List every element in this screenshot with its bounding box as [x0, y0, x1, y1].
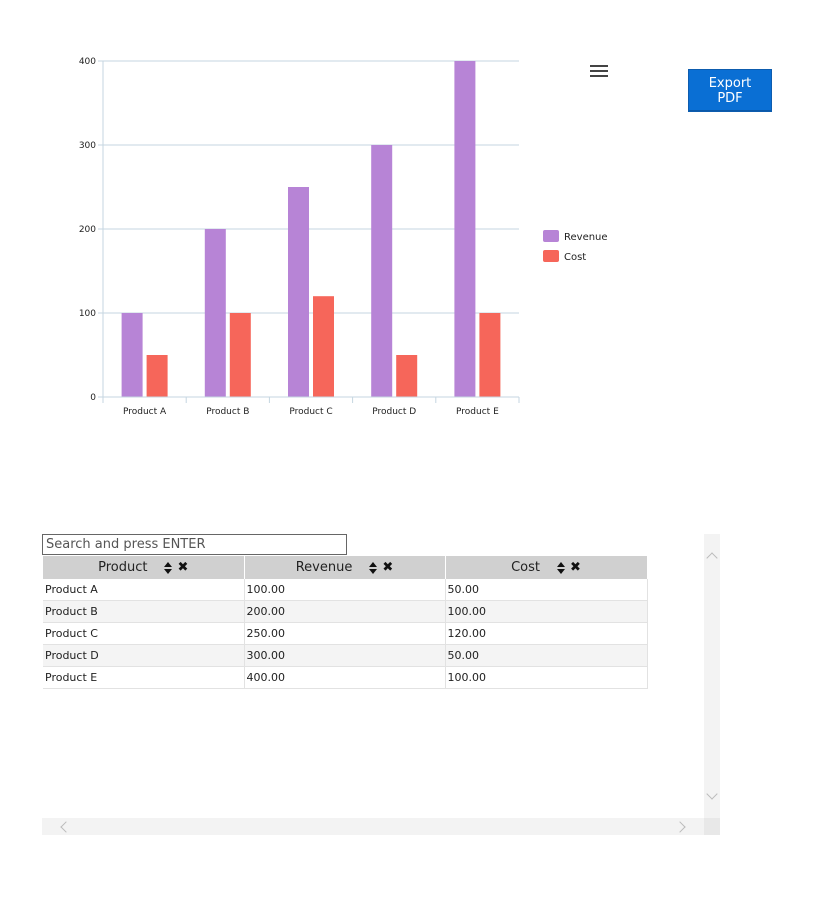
column-label-cost: Cost	[511, 560, 540, 575]
export-pdf-label: Export PDF	[708, 75, 752, 106]
cell-product: Product E	[43, 666, 245, 689]
y-tick-label: 0	[90, 393, 96, 403]
table-row[interactable]: Product B 200.00 100.00	[43, 600, 648, 623]
y-tick-label: 400	[79, 57, 96, 67]
x-tick-label: Product D	[372, 407, 416, 417]
cell-cost: 100.00	[445, 600, 648, 623]
cell-cost: 50.00	[445, 579, 648, 601]
cell-revenue: 200.00	[244, 600, 446, 623]
table-row[interactable]: Product E 400.00 100.00	[43, 666, 648, 689]
bar-revenue-product-c	[288, 187, 309, 397]
horizontal-scrollbar[interactable]	[42, 818, 704, 835]
data-table: Product ✖ Revenue ✖ Cost	[43, 556, 648, 689]
table-row[interactable]: Product C 250.00 120.00	[43, 622, 648, 645]
table-row[interactable]: Product A 100.00 50.00	[43, 579, 648, 601]
bar-cost-product-e	[479, 313, 501, 397]
table-row[interactable]: Product D 300.00 50.00	[43, 644, 648, 667]
cell-revenue: 100.00	[244, 579, 446, 601]
close-icon[interactable]: ✖	[570, 559, 581, 575]
chevron-left-icon[interactable]	[60, 821, 72, 833]
vertical-scrollbar[interactable]	[704, 534, 720, 818]
cell-revenue: 300.00	[244, 644, 446, 667]
column-header-product[interactable]: Product ✖	[43, 556, 245, 579]
column-header-cost[interactable]: Cost ✖	[445, 556, 648, 579]
cell-cost: 100.00	[445, 666, 648, 689]
export-pdf-button[interactable]: Export PDF	[688, 69, 772, 112]
sort-icon[interactable]	[368, 561, 378, 575]
bar-cost-product-b	[229, 313, 251, 397]
cell-product: Product D	[43, 644, 245, 667]
y-tick-label: 100	[79, 309, 96, 319]
chevron-right-icon[interactable]	[674, 821, 686, 833]
x-tick-label: Product B	[206, 407, 249, 417]
bar-cost-product-a	[146, 355, 168, 397]
search-input[interactable]	[42, 534, 347, 555]
table-header-row: Product ✖ Revenue ✖ Cost	[43, 556, 648, 579]
cell-product: Product B	[43, 600, 245, 623]
x-tick-label: Product E	[456, 407, 499, 417]
cell-revenue: 400.00	[244, 666, 446, 689]
chevron-up-icon[interactable]	[706, 552, 718, 564]
bar-revenue-product-b	[204, 229, 226, 397]
cell-product: Product A	[43, 579, 245, 601]
bar-revenue-product-a	[121, 313, 143, 397]
close-icon[interactable]: ✖	[177, 559, 189, 575]
chevron-down-icon[interactable]	[706, 788, 718, 800]
y-axis-ticks: 0 100 200 300 400	[79, 57, 96, 403]
column-header-revenue[interactable]: Revenue ✖	[244, 556, 446, 579]
legend-label-cost: Cost	[564, 252, 586, 263]
bar-revenue-product-e	[454, 61, 476, 397]
legend: Revenue Cost	[543, 230, 608, 263]
x-axis: Product A Product B Product C Product D Prod…	[102, 61, 520, 417]
sort-icon[interactable]	[556, 561, 566, 575]
cell-cost: 120.00	[445, 622, 648, 645]
close-icon[interactable]: ✖	[382, 559, 394, 575]
column-label-revenue: Revenue	[295, 560, 353, 575]
cell-cost: 50.00	[445, 644, 648, 667]
x-tick-label: Product C	[289, 407, 332, 417]
bar-cost-product-d	[396, 355, 418, 397]
bar-cost-product-c	[313, 296, 334, 397]
hamburger-menu-icon[interactable]	[588, 62, 610, 82]
column-label-product: Product	[98, 560, 148, 575]
legend-swatch-cost	[543, 250, 559, 262]
legend-swatch-revenue	[543, 230, 559, 242]
y-tick-label: 200	[79, 225, 96, 235]
cell-revenue: 250.00	[244, 622, 446, 645]
legend-label-revenue: Revenue	[564, 232, 608, 243]
scrollbar-corner	[704, 818, 720, 835]
bars	[121, 61, 501, 397]
cell-product: Product C	[43, 622, 245, 645]
sort-icon[interactable]	[163, 561, 173, 575]
x-tick-label: Product A	[123, 407, 167, 417]
data-grid: Product ✖ Revenue ✖ Cost	[42, 534, 720, 836]
y-tick-label: 300	[79, 141, 96, 151]
bar-revenue-product-d	[371, 145, 393, 397]
